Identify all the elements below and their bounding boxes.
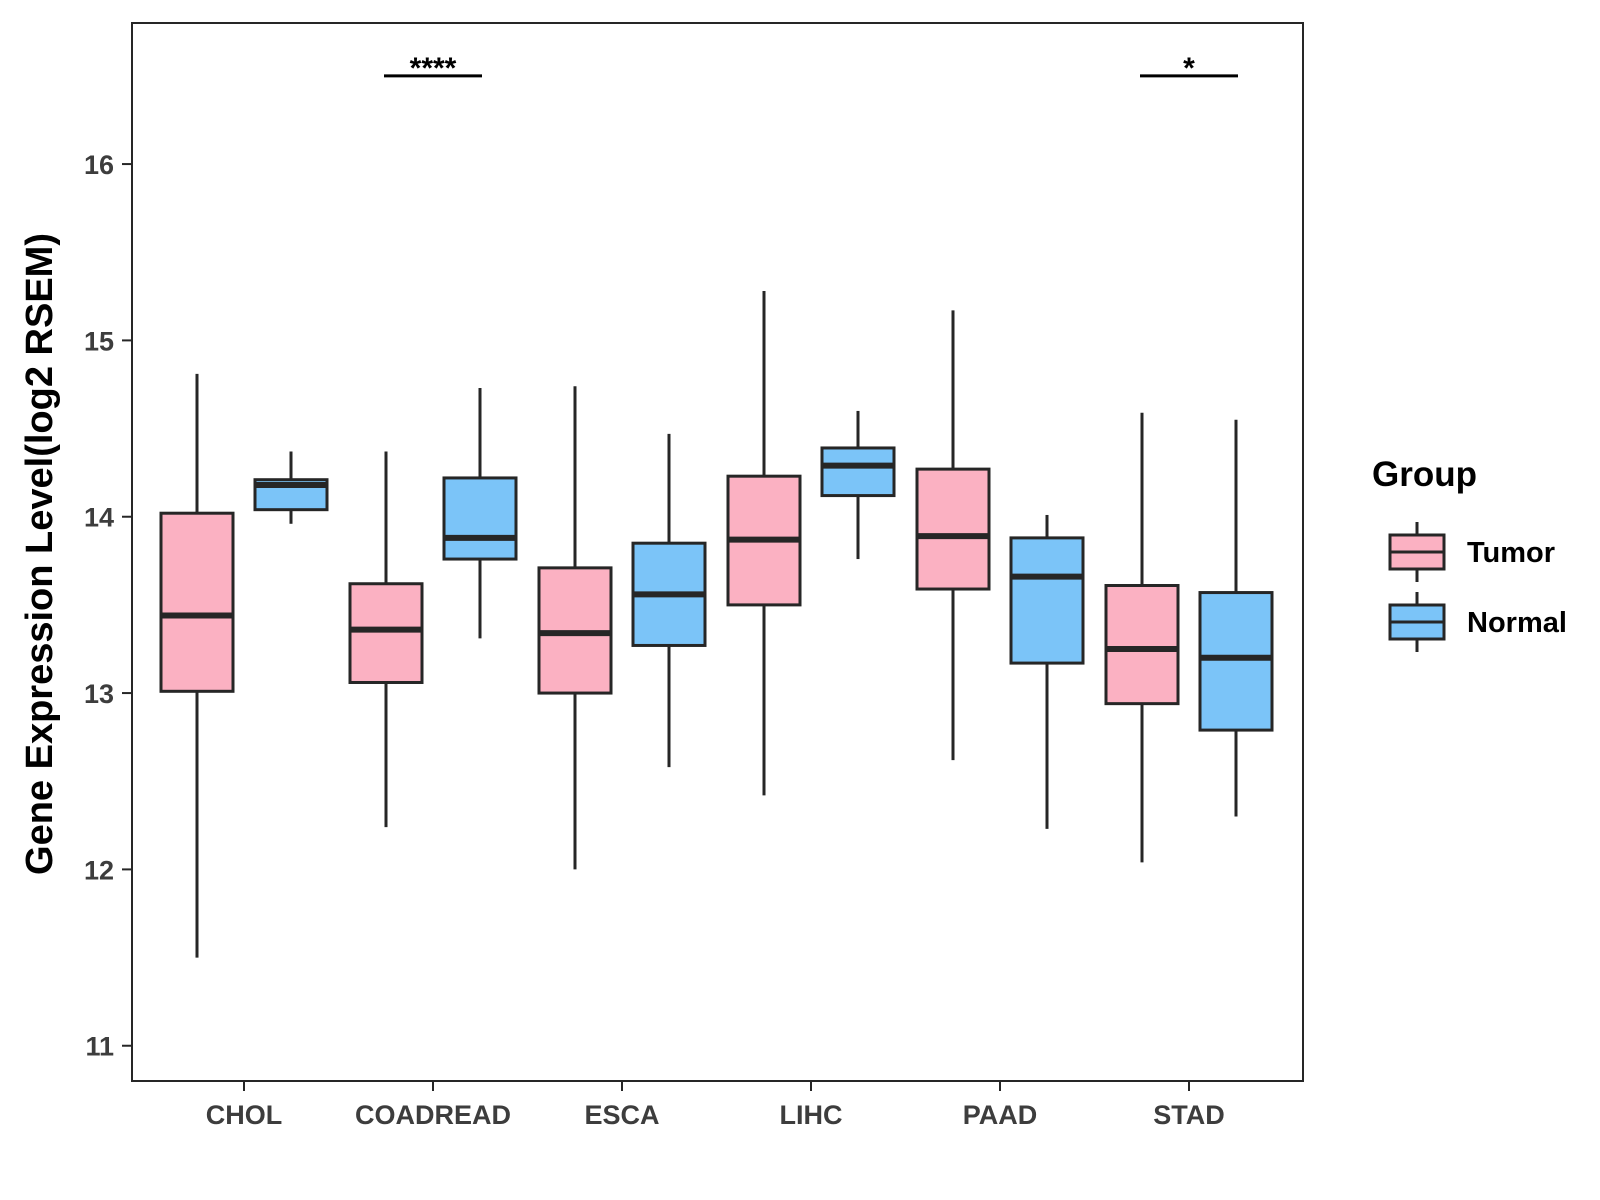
box-iqr	[159, 511, 235, 693]
box-iqr	[1198, 591, 1274, 732]
x-tick-label: ESCA	[584, 1100, 659, 1130]
x-tick-label: CHOL	[206, 1100, 283, 1130]
box-tumor-stad	[1104, 412, 1180, 863]
axes: 11 12 13 14 15 16 CHOL COADREAD ESCA LIHC PAAD STAD	[84, 22, 1304, 1130]
y-tick-label: 14	[84, 503, 114, 533]
box-normal-chol	[253, 451, 329, 524]
y-tick-label: 11	[85, 1032, 114, 1062]
box-iqr	[442, 476, 518, 561]
legend-label: Normal	[1467, 607, 1567, 639]
box-normal-stad	[1198, 419, 1274, 817]
box-normal-coadread	[442, 388, 518, 639]
legend-item-normal: Normal	[1388, 592, 1567, 652]
x-tick-label: COADREAD	[355, 1100, 511, 1130]
box-iqr	[820, 446, 896, 498]
significance-label: ****	[410, 52, 457, 85]
box-tumor-paad	[915, 310, 991, 761]
legend-title: Group	[1372, 455, 1477, 494]
panel-border	[131, 22, 1304, 1082]
box-iqr	[1104, 584, 1180, 706]
box-tumor-esca	[537, 386, 613, 870]
box-tumor-chol	[159, 373, 235, 958]
x-tick-label: LIHC	[780, 1100, 843, 1130]
y-tick-label: 13	[84, 679, 114, 709]
y-tick-label: 12	[84, 855, 114, 885]
legend-label: Tumor	[1467, 537, 1555, 569]
legend-item-tumor: Tumor	[1388, 522, 1555, 582]
y-tick-label: 16	[84, 150, 114, 180]
box-tumor-lihc	[726, 291, 802, 796]
box-tumor-coadread	[348, 451, 424, 828]
legend: Group Tumor Normal	[1372, 455, 1567, 652]
significance-label: *	[1183, 52, 1195, 85]
plot-area: **** *	[159, 52, 1274, 958]
box-iqr	[348, 582, 424, 684]
box-iqr	[915, 467, 991, 591]
box-normal-paad	[1009, 514, 1085, 829]
x-tick-label: PAAD	[963, 1100, 1038, 1130]
x-tick-label: STAD	[1153, 1100, 1225, 1130]
box-normal-esca	[631, 433, 707, 768]
box-normal-lihc	[820, 410, 896, 560]
y-axis-title: Gene Expression Level(log2 RSEM)	[19, 233, 61, 875]
y-tick-label: 15	[84, 326, 114, 356]
box-iqr	[1009, 536, 1085, 665]
